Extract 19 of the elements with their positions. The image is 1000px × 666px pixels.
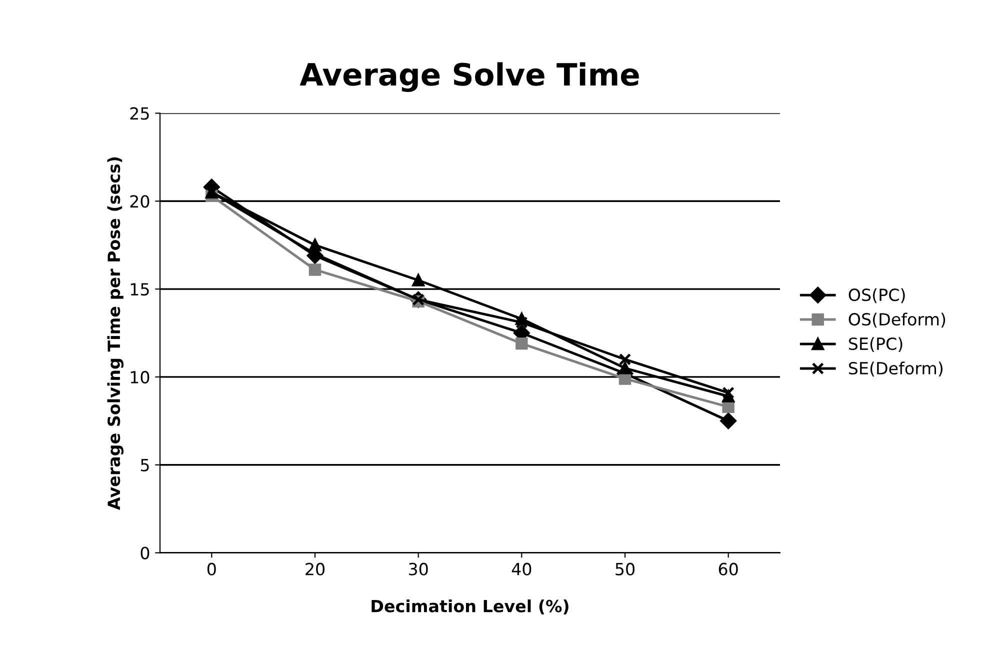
x-tick-label: 40 bbox=[512, 562, 532, 576]
x-tick-label: 0 bbox=[207, 562, 216, 576]
y-tick-label: 10 bbox=[130, 370, 150, 384]
y-tick-label: 25 bbox=[130, 107, 149, 120]
legend-label: OS(Deform) bbox=[848, 312, 946, 328]
legend-label: OS(PC) bbox=[848, 288, 905, 304]
y-tick-label: 15 bbox=[130, 283, 149, 296]
chart-title: Average Solve Time bbox=[300, 62, 639, 92]
y-tick-label: 20 bbox=[130, 195, 150, 208]
x-tick-label: 60 bbox=[718, 562, 738, 576]
y-tick-label: 0 bbox=[140, 546, 150, 560]
x-axis-title: Decimation Level (%) bbox=[372, 599, 568, 614]
x-tick-label: 20 bbox=[306, 562, 324, 576]
y-tick-label: 5 bbox=[140, 459, 149, 472]
legend-label: SE(Deform) bbox=[848, 362, 942, 376]
x-tick-label: 50 bbox=[616, 562, 634, 576]
legend-label: SE(PC) bbox=[848, 337, 902, 352]
y-axis-title: Average Solving Time per Pose (secs) bbox=[107, 157, 124, 510]
x-tick-label: 30 bbox=[409, 562, 428, 576]
